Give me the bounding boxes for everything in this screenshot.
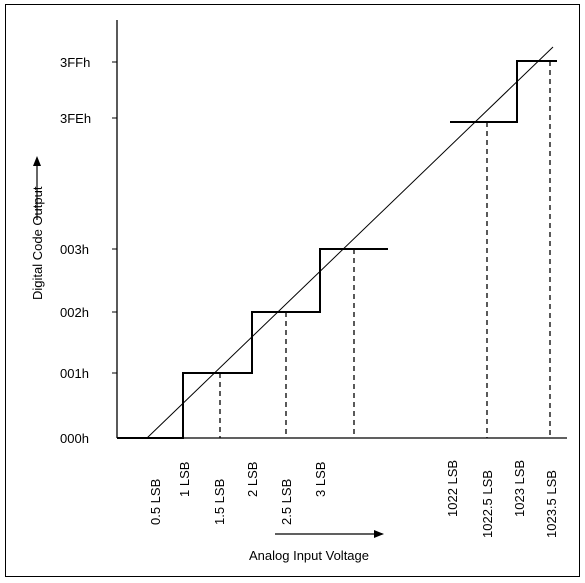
x-label-2-5lsb: 2.5 LSB: [279, 479, 294, 525]
y-label-000h: 000h: [60, 431, 89, 446]
x-label-0-5lsb: 0.5 LSB: [148, 479, 163, 525]
y-label-3feh: 3FEh: [60, 111, 91, 126]
ideal-transfer-line: [146, 46, 554, 439]
y-label-3ffh: 3FFh: [60, 55, 90, 70]
x-label-2lsb: 2 LSB: [245, 462, 260, 497]
figure-frame: [5, 4, 580, 577]
x-label-1-5lsb: 1.5 LSB: [212, 479, 227, 525]
right-arrow-icon: [374, 530, 384, 538]
y-label-002h: 002h: [60, 305, 89, 320]
x-label-1022lsb: 1022 LSB: [445, 460, 460, 517]
x-label-1023lsb: 1023 LSB: [512, 460, 527, 517]
up-arrow-icon: [33, 156, 41, 166]
x-label-3lsb: 3 LSB: [313, 462, 328, 497]
x-label-1lsb: 1 LSB: [177, 462, 192, 497]
y-label-001h: 001h: [60, 366, 89, 381]
x-label-1023-5lsb: 1023.5 LSB: [544, 470, 559, 538]
x-label-1022-5lsb: 1022.5 LSB: [480, 470, 495, 538]
transfer-staircase-low: [117, 248, 388, 439]
transfer-staircase-high: [450, 60, 557, 123]
y-axis-title: Digital Code Output: [30, 186, 45, 300]
y-label-003h: 003h: [60, 242, 89, 257]
x-axis-title: Analog Input Voltage: [249, 548, 369, 563]
